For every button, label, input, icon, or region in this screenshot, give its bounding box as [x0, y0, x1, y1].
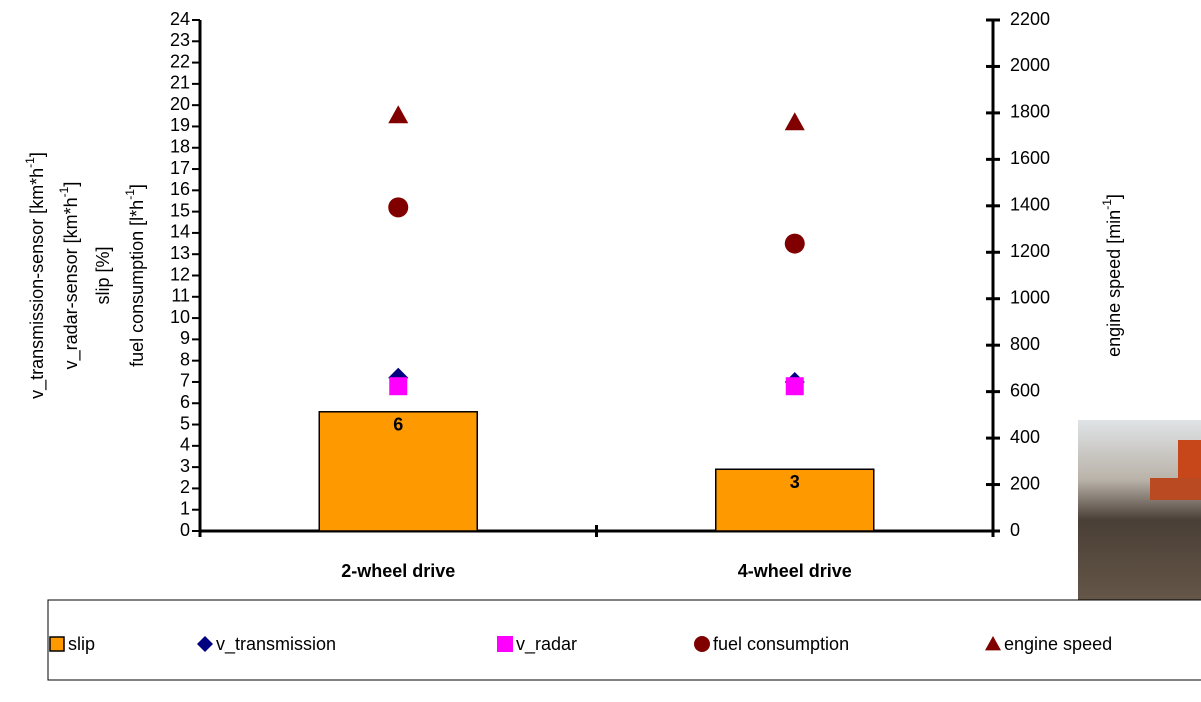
y-tick-label: 7 [180, 371, 190, 391]
y-axis-title: slip [%] [93, 246, 113, 304]
y2-tick-label: 200 [1010, 473, 1040, 493]
y-axis-title-text: v_radar-sensor [km*h [61, 197, 82, 369]
y-tick-label: 8 [180, 349, 190, 369]
legend-marker [49, 636, 65, 652]
y2-tick-label: 1000 [1010, 287, 1050, 307]
y-tick-label: 2 [180, 477, 190, 497]
y2-tick-label: 2200 [1010, 9, 1050, 29]
legend-label: v_transmission [216, 634, 336, 655]
y-tick-label: 17 [170, 158, 190, 178]
y-tick-label: 0 [180, 520, 190, 540]
y-tick-label: 19 [170, 115, 190, 135]
point [388, 105, 409, 124]
y-axis-title-sup: -1 [57, 186, 71, 197]
y-tick-label: 1 [180, 498, 190, 518]
y2-axis-title: engine speed [min-1] [1100, 194, 1124, 357]
y-tick-label: 23 [170, 30, 190, 50]
point [784, 112, 805, 131]
y2-tick-label: 0 [1010, 520, 1020, 540]
y-axis-title: v_transmission-sensor [km*h-1] [23, 152, 48, 399]
legend-label: fuel consumption [713, 634, 849, 654]
y2-axis-title-text: engine speed [min [1104, 210, 1124, 357]
y-axis-title: fuel consumption [l*h-1] [123, 184, 147, 367]
bar-value-label: 3 [790, 472, 800, 492]
bar-value-label: 6 [393, 415, 403, 435]
x-tick-label: 2-wheel drive [341, 561, 455, 581]
y2-tick-label: 1600 [1010, 148, 1050, 168]
y-axis-title-sup: -1 [23, 157, 37, 168]
y-tick-label: 15 [170, 200, 190, 220]
legend-label: v_radar [516, 634, 577, 655]
y2-tick-label: 400 [1010, 427, 1040, 447]
legend-marker [985, 636, 1001, 651]
y-tick-label: 24 [170, 9, 190, 29]
point [388, 197, 409, 218]
bar [715, 468, 875, 532]
y-tick-label: 4 [180, 435, 190, 455]
y-tick-label: 14 [170, 222, 190, 242]
photo [1078, 420, 1201, 620]
y-axis-title-text: slip [%] [93, 246, 113, 304]
y-axis-title-sup: -1 [123, 189, 137, 200]
y-tick-label: 21 [170, 73, 190, 93]
legend-label: slip [68, 634, 95, 654]
y2-tick-label: 800 [1010, 334, 1040, 354]
y-axis-title-end: ] [127, 184, 147, 189]
bar [318, 411, 478, 532]
y2-tick-label: 1800 [1010, 102, 1050, 122]
y-tick-label: 10 [170, 307, 190, 327]
legend-marker [497, 636, 513, 652]
point [389, 377, 408, 396]
legend-label: engine speed [1004, 634, 1112, 654]
y-axis-title-end: ] [61, 182, 81, 187]
point [785, 377, 804, 396]
y-axis-title-text: fuel consumption [l*h [127, 200, 147, 367]
y2-axis-title-end: ] [1104, 194, 1124, 199]
x-tick-label: 4-wheel drive [738, 561, 852, 581]
legend-marker [197, 636, 213, 652]
y-tick-label: 12 [170, 264, 190, 284]
y-tick-label: 9 [180, 328, 190, 348]
y2-tick-label: 1200 [1010, 241, 1050, 261]
y-tick-label: 13 [170, 243, 190, 263]
legend-box [47, 599, 1201, 681]
y-tick-label: 20 [170, 94, 190, 114]
y-tick-label: 18 [170, 137, 190, 157]
y-axis-title-end: ] [27, 152, 47, 157]
y-tick-label: 5 [180, 413, 190, 433]
point [784, 233, 805, 254]
y2-tick-label: 1400 [1010, 195, 1050, 215]
y-axis-title-text: v_transmission-sensor [km*h [27, 168, 48, 399]
y-axis-title: v_radar-sensor [km*h-1] [57, 182, 82, 370]
y2-axis-title-sup: -1 [1100, 199, 1114, 210]
y-tick-label: 16 [170, 179, 190, 199]
y-tick-label: 22 [170, 51, 190, 71]
legend-marker [694, 636, 710, 652]
y2-tick-label: 600 [1010, 380, 1040, 400]
y-tick-label: 11 [171, 286, 190, 306]
y-tick-label: 3 [180, 456, 190, 476]
y-tick-label: 6 [180, 392, 190, 412]
y2-tick-label: 2000 [1010, 55, 1050, 75]
